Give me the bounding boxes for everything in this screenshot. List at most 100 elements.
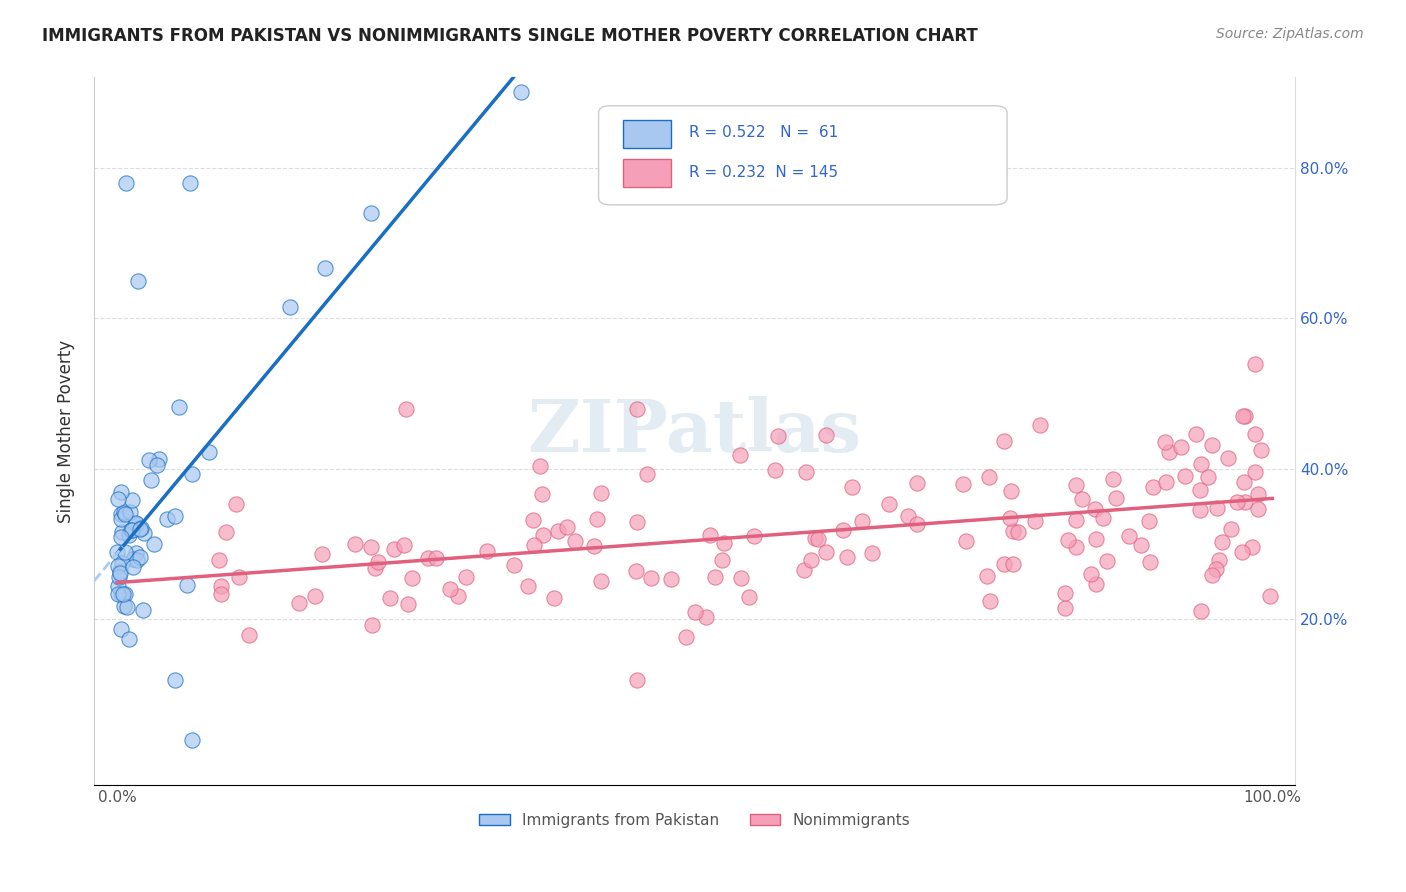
Point bbox=[1029, 417, 1052, 432]
Point bbox=[112, 599, 135, 614]
Point bbox=[163, 508, 186, 523]
Point bbox=[107, 544, 129, 558]
Point bbox=[127, 274, 149, 288]
Point bbox=[1064, 477, 1087, 491]
Point bbox=[794, 465, 817, 479]
Point bbox=[1064, 513, 1087, 527]
Y-axis label: Single Mother Poverty: Single Mother Poverty bbox=[58, 340, 75, 523]
Point bbox=[209, 587, 232, 601]
Point bbox=[1118, 529, 1140, 543]
Point bbox=[835, 549, 858, 564]
Text: R = 0.232  N = 145: R = 0.232 N = 145 bbox=[689, 166, 838, 180]
Point bbox=[659, 573, 682, 587]
Point bbox=[1234, 494, 1257, 508]
Point bbox=[107, 491, 129, 506]
Point bbox=[176, 577, 198, 591]
Point bbox=[841, 480, 863, 494]
Point bbox=[730, 571, 752, 585]
Point bbox=[125, 516, 148, 530]
Point bbox=[425, 551, 447, 566]
Point bbox=[110, 587, 132, 601]
Point bbox=[121, 492, 143, 507]
Point bbox=[510, 86, 533, 100]
Point bbox=[1234, 409, 1257, 423]
Point bbox=[952, 476, 974, 491]
Point bbox=[181, 467, 204, 481]
Text: IMMIGRANTS FROM PAKISTAN VS NONIMMIGRANTS SINGLE MOTHER POVERTY CORRELATION CHAR: IMMIGRANTS FROM PAKISTAN VS NONIMMIGRANT… bbox=[42, 27, 979, 45]
Point bbox=[134, 525, 156, 540]
Point bbox=[395, 401, 418, 416]
Point bbox=[591, 486, 613, 500]
Point bbox=[367, 555, 389, 569]
Point bbox=[225, 497, 247, 511]
Point bbox=[1137, 514, 1160, 528]
Point bbox=[699, 528, 721, 542]
Point bbox=[120, 523, 142, 537]
Point bbox=[1226, 494, 1249, 508]
Point bbox=[214, 525, 236, 540]
Point bbox=[107, 559, 129, 574]
Point bbox=[897, 509, 920, 524]
Point bbox=[115, 176, 138, 190]
Text: ZIPatlas: ZIPatlas bbox=[527, 396, 862, 467]
Point bbox=[118, 505, 141, 519]
Point bbox=[1174, 469, 1197, 483]
Point bbox=[582, 539, 605, 553]
Point bbox=[439, 582, 461, 596]
Point bbox=[114, 545, 136, 559]
Point bbox=[1191, 457, 1213, 471]
Point bbox=[531, 528, 554, 542]
Point bbox=[832, 523, 855, 537]
Point bbox=[704, 570, 727, 584]
Point bbox=[517, 578, 540, 592]
Point bbox=[1064, 540, 1087, 554]
Point bbox=[209, 579, 232, 593]
Point bbox=[636, 467, 658, 482]
Point bbox=[121, 523, 143, 537]
Point bbox=[1205, 562, 1227, 576]
Point bbox=[143, 537, 166, 551]
Point bbox=[1205, 500, 1227, 515]
Point bbox=[683, 606, 706, 620]
Point bbox=[1241, 540, 1264, 554]
Point bbox=[110, 484, 132, 499]
Point bbox=[1130, 538, 1153, 552]
Point bbox=[807, 532, 830, 546]
Point bbox=[877, 497, 900, 511]
Point bbox=[531, 487, 554, 501]
Point bbox=[624, 565, 647, 579]
FancyBboxPatch shape bbox=[623, 120, 671, 148]
Point bbox=[1053, 601, 1076, 615]
Point bbox=[167, 401, 190, 415]
Point bbox=[955, 533, 977, 548]
Point bbox=[737, 590, 759, 604]
Point bbox=[447, 590, 470, 604]
Point bbox=[591, 574, 613, 589]
Point bbox=[148, 452, 170, 467]
Point bbox=[454, 569, 477, 583]
Point bbox=[475, 543, 498, 558]
Point bbox=[141, 474, 163, 488]
Point bbox=[146, 458, 169, 472]
Point bbox=[523, 539, 546, 553]
Point bbox=[585, 511, 607, 525]
Point bbox=[1024, 514, 1046, 528]
Point bbox=[107, 587, 129, 601]
Point bbox=[1084, 576, 1107, 591]
Point bbox=[1071, 491, 1094, 506]
Point bbox=[1057, 533, 1080, 547]
Point bbox=[311, 547, 333, 561]
Point bbox=[502, 558, 524, 573]
Point bbox=[1201, 568, 1223, 582]
Point bbox=[1154, 475, 1177, 489]
Point bbox=[640, 571, 662, 585]
Point bbox=[198, 445, 221, 459]
Point bbox=[304, 589, 326, 603]
Point bbox=[1084, 502, 1107, 516]
FancyBboxPatch shape bbox=[623, 159, 671, 187]
Point bbox=[238, 628, 260, 642]
Text: R = 0.522   N =  61: R = 0.522 N = 61 bbox=[689, 125, 838, 140]
Point bbox=[112, 587, 135, 601]
Point bbox=[1220, 522, 1243, 536]
Point bbox=[382, 542, 405, 557]
